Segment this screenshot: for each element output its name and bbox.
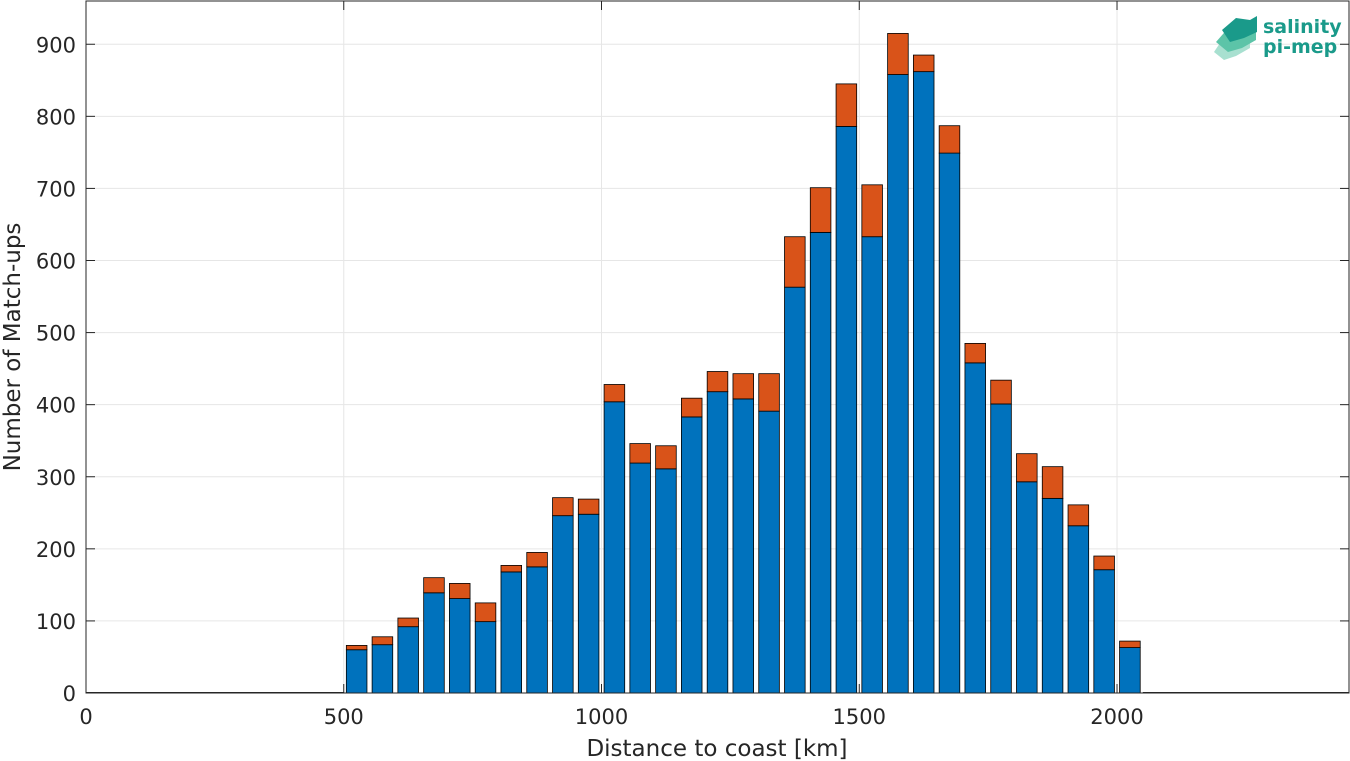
bar-segment-secondary (500, 565, 523, 573)
bar-segment-secondary (681, 397, 703, 418)
y-tick-label: 400 (36, 394, 76, 418)
bar-segment-primary (1093, 569, 1115, 694)
bar-segment-secondary (1093, 555, 1115, 571)
bar-segment-primary (577, 513, 600, 694)
bar-segment-secondary (371, 636, 394, 646)
bar-segment-primary (706, 391, 729, 694)
bar-segment-secondary (861, 184, 883, 238)
bar-segment-primary (526, 566, 548, 694)
bar-segment-secondary (449, 583, 471, 599)
bar-segment-secondary (887, 33, 909, 75)
bar-segment-primary (449, 598, 471, 694)
bar-segment-primary (938, 152, 961, 694)
bar-segment-primary (835, 126, 858, 694)
bar-segment-primary (397, 626, 419, 694)
bar-segment-primary (861, 236, 883, 694)
bar-segment-secondary (1067, 504, 1090, 527)
bar-segment-secondary (732, 373, 754, 400)
bar-segment-secondary (552, 497, 574, 517)
bar-segment-secondary (706, 371, 729, 393)
bar-segment-secondary (474, 602, 497, 623)
tick-labels: 0 500 1000 1500 2000 0 100 200 300 400 500 600 700 80… (36, 33, 1144, 729)
bar-segment-primary (345, 649, 368, 694)
y-tick-label: 800 (36, 105, 76, 129)
x-tick-label: 2000 (1090, 705, 1143, 729)
bar-segment-secondary (938, 125, 961, 154)
logo-line1: salinity (1263, 16, 1342, 38)
bar-segment-secondary (835, 83, 858, 127)
logo-line2: pi-mep (1263, 36, 1337, 58)
bar-segment-primary (732, 398, 754, 694)
bar-segment-secondary (990, 379, 1012, 405)
axis-ticks (85, 1, 1349, 694)
y-axis-title: Number of Match-ups (0, 223, 26, 472)
y-tick-label: 600 (36, 250, 76, 274)
bar-segment-secondary (809, 187, 832, 233)
salinity-pi-mep-logo: salinity pi-mep (1214, 16, 1342, 60)
bar-segment-primary (809, 231, 832, 694)
bar-segment-secondary (1119, 640, 1141, 648)
bar-segment-primary (758, 410, 780, 694)
bar-segment-secondary (784, 236, 806, 288)
bar-segment-secondary (603, 384, 626, 403)
bar-segment-secondary (655, 445, 677, 470)
bar-segment-primary (1041, 497, 1064, 694)
bar-segment-primary (887, 74, 909, 694)
bar-segment-primary (1119, 647, 1141, 694)
bar-segment-primary (784, 286, 806, 694)
x-tick-label: 1000 (575, 705, 628, 729)
bar-segment-primary (371, 644, 394, 694)
bar-segment-secondary (964, 342, 986, 364)
bar-segment-primary (500, 571, 523, 694)
x-tick-label: 0 (79, 705, 92, 729)
bar-segment-primary (912, 71, 935, 694)
bar-segment-secondary (397, 617, 419, 628)
x-tick-label: 500 (324, 705, 364, 729)
bar-segment-primary (990, 403, 1012, 694)
y-tick-label: 700 (36, 177, 76, 201)
wave-stack-icon (1214, 16, 1257, 60)
bar-segment-primary (423, 592, 445, 694)
bar-segment-secondary (526, 552, 548, 568)
y-tick-label: 300 (36, 466, 76, 490)
bar-segment-secondary (629, 443, 651, 464)
bar-segment-secondary (912, 54, 935, 73)
bar-segment-primary (1067, 525, 1090, 694)
bars-group (86, 33, 1349, 694)
plot-frame (85, 0, 1350, 694)
y-tick-label: 100 (36, 610, 76, 634)
bar-segment-primary (681, 416, 703, 694)
y-tick-label: 200 (36, 538, 76, 562)
bar-segment-primary (655, 468, 677, 694)
y-tick-label: 500 (36, 322, 76, 346)
x-tick-label: 1500 (833, 705, 886, 729)
bar-segment-primary (603, 401, 626, 694)
bar-segment-primary (629, 462, 651, 694)
y-tick-label: 0 (63, 682, 76, 706)
bar-segment-primary (964, 362, 986, 694)
bar-segment-secondary (577, 498, 600, 515)
bar-segment-primary (1016, 481, 1038, 694)
bar-segment-secondary (1041, 466, 1064, 499)
bar-segment-secondary (423, 577, 445, 594)
bar-segment-primary (474, 621, 497, 694)
bar-segment-secondary (1016, 453, 1038, 483)
x-axis-title: Distance to coast [km] (586, 736, 847, 761)
bar-segment-primary (552, 515, 574, 694)
bar-segment-secondary (345, 645, 368, 651)
y-tick-label: 900 (36, 33, 76, 57)
bar-segment-secondary (758, 373, 780, 412)
